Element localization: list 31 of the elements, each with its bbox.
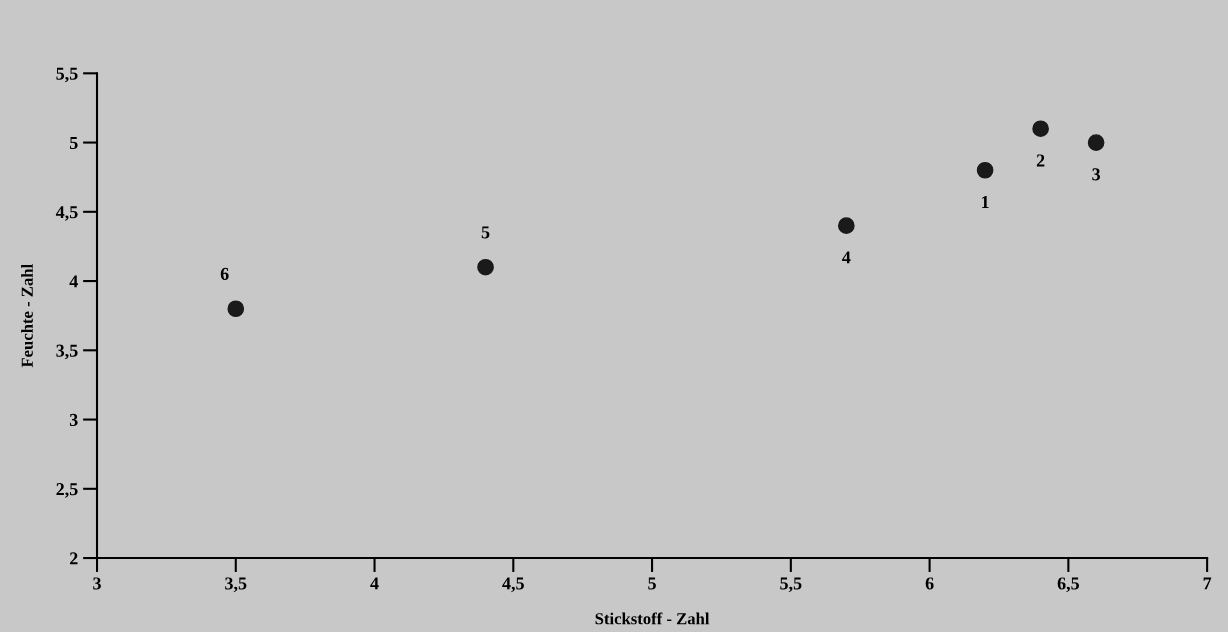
- point: [838, 217, 855, 234]
- annotation: 5: [481, 226, 490, 239]
- x-tick-label: 5,5: [780, 577, 802, 593]
- y-tick-label: 5,5: [56, 67, 78, 83]
- annotation: 3: [1092, 168, 1101, 181]
- annotation: 2: [1036, 154, 1045, 167]
- y-tick-label: 5: [69, 137, 78, 149]
- x-tick-label: 3: [93, 577, 101, 590]
- y-tick-label: 4: [69, 275, 78, 288]
- x-tick-label: 6: [925, 577, 934, 590]
- y-tick-label: 3,5: [56, 344, 78, 360]
- point: [477, 258, 494, 276]
- point: [1032, 120, 1049, 138]
- y-tick-label: 2: [69, 552, 78, 565]
- x-tick-label: 6,5: [1057, 577, 1079, 593]
- y-tick-label: 4,5: [55, 206, 78, 221]
- y-axis-title: Feuchte - Zahl: [21, 264, 33, 368]
- x-axis-title: Stickstoff - Zahl: [595, 612, 710, 625]
- point: [976, 161, 994, 179]
- x-tick-label: 3,5: [225, 577, 247, 593]
- point: [1087, 134, 1105, 151]
- point: [227, 300, 245, 318]
- x-tick-label: 7: [1203, 577, 1212, 590]
- annotation: 6: [220, 267, 229, 280]
- y-tick-label: 2,5: [56, 483, 78, 498]
- x-tick-label: 4,5: [502, 577, 524, 593]
- annotation: 1: [982, 196, 989, 208]
- x-tick-label: 5: [648, 577, 656, 590]
- y-tick-label: 3: [69, 413, 78, 426]
- x-tick-label: 4: [370, 577, 379, 590]
- annotation: 4: [842, 251, 851, 264]
